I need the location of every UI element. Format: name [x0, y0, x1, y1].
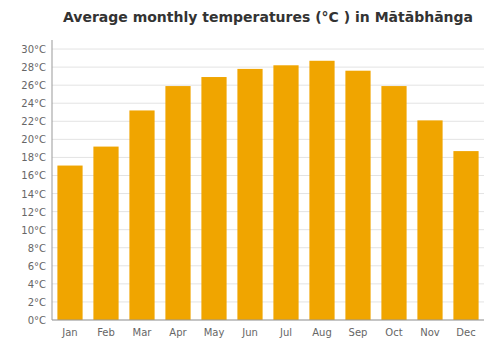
x-tick-label: Sep	[349, 327, 368, 338]
bar	[129, 110, 154, 320]
grid-line	[52, 320, 484, 321]
y-tick-label: 28°C	[21, 62, 46, 73]
y-tick-label: 6°C	[28, 261, 46, 272]
x-tick-label: Aug	[312, 327, 332, 338]
grid-line	[52, 85, 484, 86]
x-tick-label: Oct	[385, 327, 402, 338]
x-tick-label: Nov	[420, 327, 440, 338]
x-tick-label: Jun	[241, 327, 258, 338]
bar	[417, 120, 442, 320]
grid-line	[52, 49, 484, 50]
y-tick-label: 26°C	[21, 80, 46, 91]
y-tick-label: 18°C	[21, 152, 46, 163]
y-tick-label: 10°C	[21, 225, 46, 236]
chart: Average monthly temperatures (°C ) in Mā…	[0, 0, 500, 350]
y-tick-label: 16°C	[21, 170, 46, 181]
bar	[381, 86, 406, 320]
bar	[201, 77, 226, 320]
y-tick-label: 2°C	[28, 297, 46, 308]
y-tick-label: 24°C	[21, 98, 46, 109]
bar	[453, 151, 478, 320]
bar	[165, 86, 190, 320]
y-tick-label: 22°C	[21, 116, 46, 127]
grid-line	[52, 103, 484, 104]
bar	[309, 61, 334, 320]
grid	[52, 49, 484, 320]
y-axis-line	[52, 40, 53, 320]
y-tick-label: 20°C	[21, 134, 46, 145]
grid-line	[52, 67, 484, 68]
bar	[57, 166, 82, 320]
bar	[345, 71, 370, 320]
y-tick-label: 12°C	[21, 207, 46, 218]
bar	[93, 147, 118, 320]
x-tick-label: Jul	[279, 327, 292, 338]
x-tick-label: Feb	[97, 327, 115, 338]
x-tick-label: Dec	[456, 327, 475, 338]
x-axis-line	[52, 320, 484, 321]
y-tick-label: 14°C	[21, 189, 46, 200]
x-tick-label: Apr	[169, 327, 187, 338]
chart-container: Average monthly temperatures (°C ) in Mā…	[0, 0, 500, 350]
y-tick-label: 4°C	[28, 279, 46, 290]
bar	[237, 69, 262, 320]
y-tick-label: 0°C	[28, 315, 46, 326]
x-tick-label: May	[204, 327, 225, 338]
x-tick-label: Jan	[61, 327, 77, 338]
y-tick-label: 8°C	[28, 243, 46, 254]
bars	[57, 61, 478, 320]
title: Average monthly temperatures (°C ) in Mā…	[63, 9, 473, 25]
y-tick-label: 30°C	[21, 44, 46, 55]
bar	[273, 65, 298, 320]
x-tick-label: Mar	[133, 327, 153, 338]
